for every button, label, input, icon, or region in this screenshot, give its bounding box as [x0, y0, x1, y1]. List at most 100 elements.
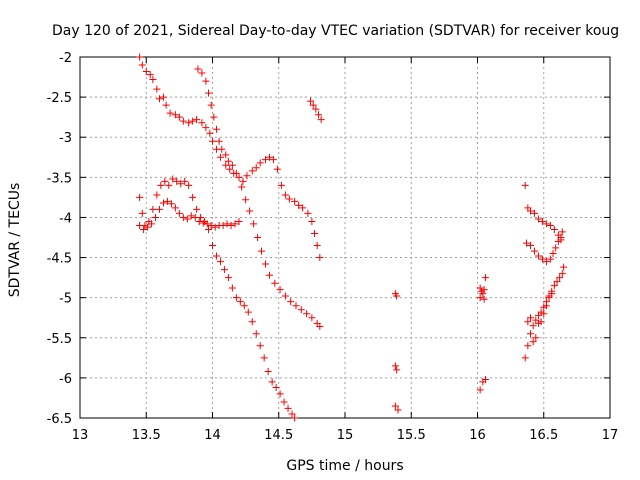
data-point [212, 125, 220, 133]
data-point [218, 145, 226, 153]
data-point [212, 252, 220, 260]
data-point [177, 180, 185, 188]
data-point [236, 298, 244, 306]
data-point [548, 290, 556, 298]
data-point [262, 260, 269, 268]
data-point [205, 225, 213, 233]
x-tick-label: 17 [602, 428, 619, 443]
data-point [273, 165, 281, 173]
data-point [206, 129, 214, 137]
data-point [136, 53, 144, 61]
data-point [262, 156, 269, 164]
data-point [195, 217, 203, 225]
data-point [153, 191, 161, 199]
data-point [558, 228, 566, 236]
data-point [292, 302, 300, 310]
data-point [311, 229, 319, 237]
data-point [223, 220, 231, 228]
data-point [199, 219, 207, 227]
data-point [523, 239, 531, 247]
grid-lines [80, 57, 610, 418]
y-tick-label: -5 [59, 292, 72, 307]
data-point [317, 116, 325, 124]
x-tick-label: 16 [469, 428, 486, 443]
data-point [149, 75, 157, 83]
data-point [542, 220, 550, 228]
data-point [557, 234, 565, 241]
x-tick-label: 13 [72, 428, 89, 443]
data-point [556, 274, 564, 282]
data-point [142, 67, 150, 75]
data-point [527, 314, 534, 322]
data-point [540, 310, 548, 318]
data-point [291, 197, 299, 205]
data-point [207, 101, 215, 109]
series-sat-g [476, 274, 489, 394]
data-point [152, 213, 160, 221]
data-point [156, 205, 163, 213]
data-point [481, 375, 489, 383]
data-point [183, 215, 191, 223]
data-point [181, 177, 189, 185]
data-point [254, 234, 262, 241]
data-point [244, 308, 252, 316]
data-point [304, 209, 312, 217]
data-point [538, 255, 546, 263]
data-point [529, 322, 537, 330]
data-point [276, 390, 284, 398]
data-point [162, 101, 170, 109]
x-tick-label: 14.5 [264, 428, 293, 443]
data-point [476, 386, 484, 394]
data-point [554, 238, 562, 246]
data-point [558, 270, 566, 278]
series-sat-b [194, 65, 324, 331]
series-sat-e [307, 97, 325, 124]
tick-marks [79, 56, 611, 419]
data-point [312, 105, 320, 113]
data-point [316, 254, 324, 262]
data-point [295, 201, 303, 209]
data-point [138, 209, 146, 217]
data-point [159, 93, 167, 101]
data-point [171, 111, 179, 119]
data-point [521, 354, 529, 362]
data-point [159, 199, 167, 207]
data-point [549, 250, 557, 258]
series-sat-k [524, 290, 556, 346]
y-axis-label: SDTVAR / TECUs [7, 183, 23, 298]
data-point [146, 71, 154, 79]
series-sat-j [521, 263, 568, 362]
data-point [246, 207, 254, 215]
data-point [552, 244, 560, 252]
data-point [216, 258, 224, 266]
data-point [149, 205, 157, 213]
data-point [480, 286, 488, 294]
data-point [479, 290, 487, 298]
data-point [287, 298, 295, 306]
data-point [550, 225, 558, 233]
data-point [534, 215, 542, 223]
data-point [171, 204, 179, 212]
x-tick-labels: 13 13.5 14 14.5 15 15.5 16 16.5 17 [72, 428, 619, 443]
data-point [138, 61, 146, 69]
data-point [232, 294, 240, 302]
data-point [281, 191, 289, 199]
data-point [258, 247, 266, 255]
data-point [250, 220, 258, 228]
data-point [542, 258, 550, 266]
data-point [545, 294, 553, 302]
data-point [205, 89, 213, 97]
y-tick-labels: -2 -2.5 -3 -3.5 -4 -4.5 -5 -5.5 -6 -6.5 [47, 51, 72, 427]
data-point [524, 342, 532, 350]
data-point [288, 410, 296, 418]
data-point [136, 221, 144, 229]
series-sat-f [391, 290, 402, 414]
data-point [191, 213, 199, 221]
data-point [269, 156, 277, 164]
series-sat-d [136, 197, 243, 233]
data-point [216, 153, 224, 161]
data-point [537, 318, 545, 326]
y-tick-label: -2 [59, 51, 72, 66]
y-tick-label: -4.5 [47, 252, 72, 267]
x-tick-label: 13.5 [132, 428, 161, 443]
